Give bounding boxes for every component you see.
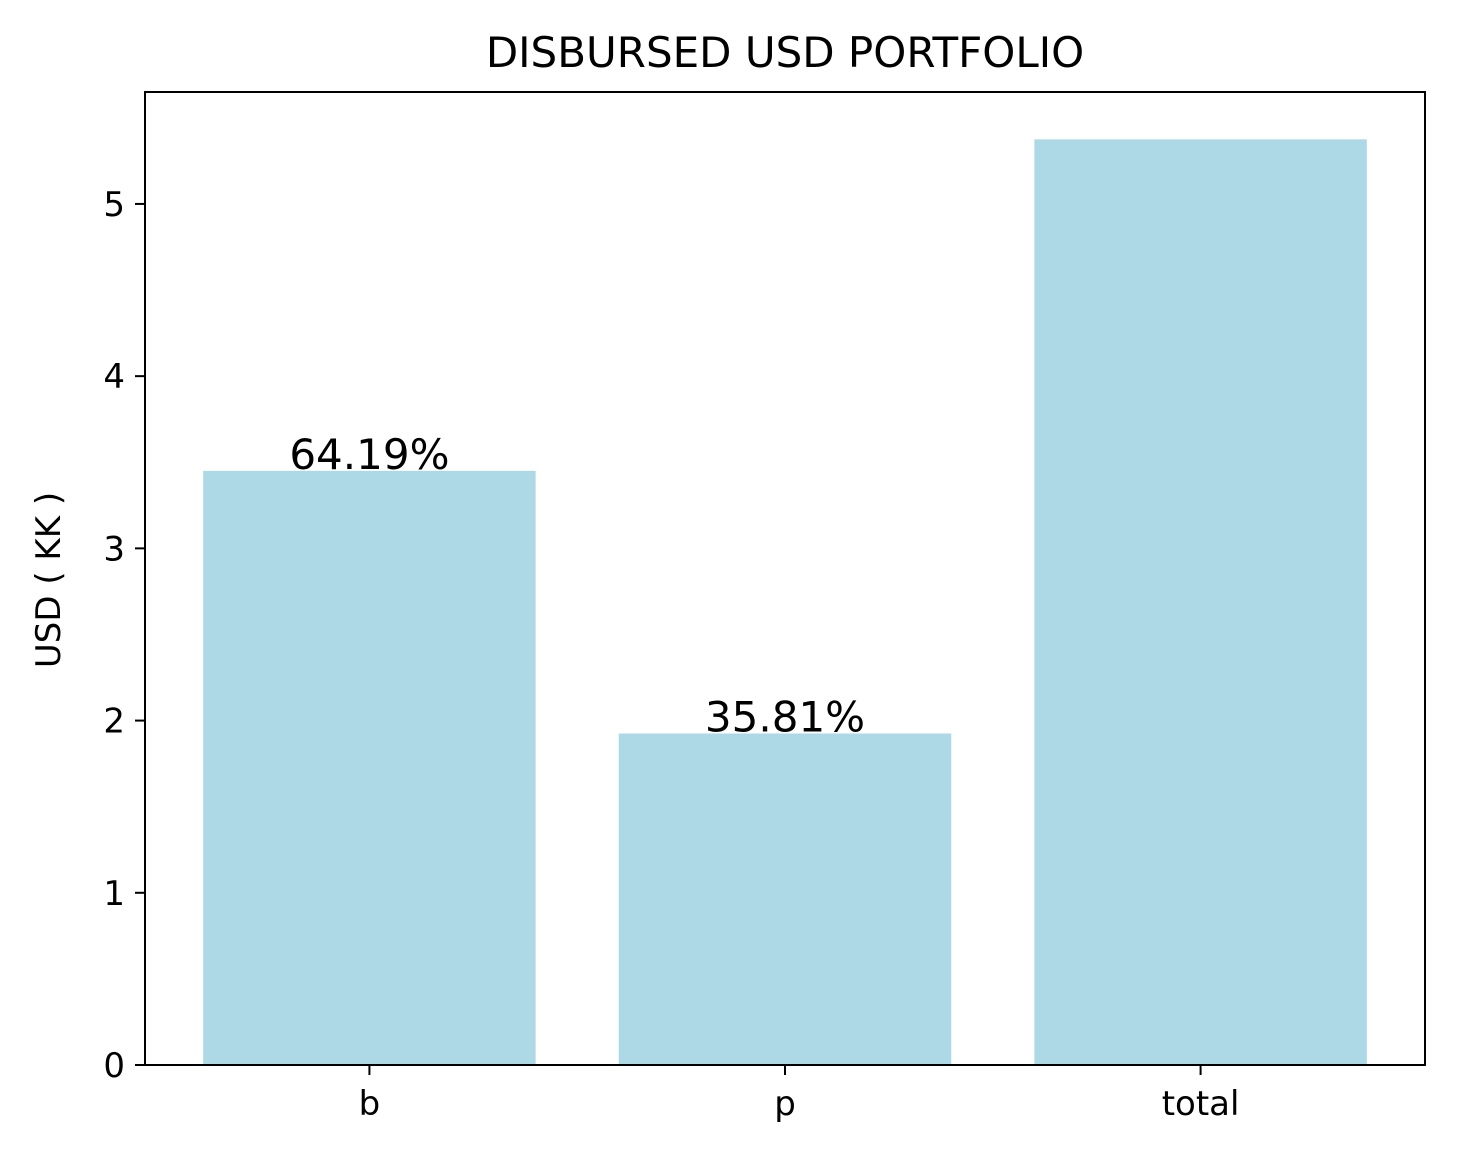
y-tick-label-5: 5 (103, 185, 125, 225)
x-tick-label-total: total (1162, 1084, 1240, 1124)
y-axis-ticks: 0 1 2 3 4 5 (103, 185, 145, 1086)
plot-frame (144, 91, 1426, 1066)
y-tick-label-3: 3 (103, 529, 125, 569)
x-axis-ticks: b p total (359, 1065, 1240, 1124)
bar-total (1034, 139, 1367, 1066)
x-tick-label-b: b (359, 1084, 381, 1124)
y-tick-label-0: 0 (103, 1046, 125, 1086)
y-tick-label-2: 2 (103, 702, 125, 742)
chart-title: DISBURSED USD PORTFOLIO (486, 28, 1084, 77)
bar-b (203, 470, 536, 1065)
y-tick-label-1: 1 (103, 874, 125, 914)
bars-layer (203, 139, 1367, 1066)
y-axis-label: USD ( KK ) (29, 492, 69, 668)
x-tick-label-p: p (774, 1084, 796, 1124)
bar-p (618, 733, 952, 1065)
data-label-p: 35.81% (705, 692, 865, 741)
data-labels-layer: 64.19% 35.81% (289, 430, 865, 742)
y-tick-label-4: 4 (103, 357, 125, 397)
data-label-b: 64.19% (289, 430, 449, 479)
